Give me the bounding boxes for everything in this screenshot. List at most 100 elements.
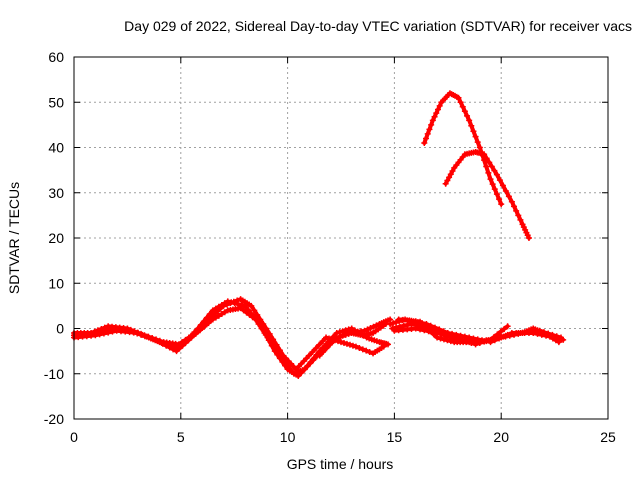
data-point: [498, 201, 505, 208]
plot-frame: [73, 56, 609, 420]
data-point: [127, 326, 134, 333]
data-point: [141, 332, 148, 339]
data-point: [489, 181, 496, 188]
data-point: [333, 334, 340, 341]
data-point: [424, 130, 431, 137]
data-point: [271, 348, 278, 355]
data-point: [434, 334, 441, 341]
data-point: [483, 163, 490, 170]
data-point: [486, 159, 493, 166]
data-point: [251, 307, 258, 314]
data-point: [437, 335, 444, 342]
data-point: [553, 333, 560, 340]
data-point: [525, 235, 532, 241]
y-tick-label: 0: [56, 321, 64, 337]
x-tick-label: 15: [387, 429, 403, 445]
data-point: [493, 171, 500, 178]
data-point: [301, 366, 308, 373]
data-point: [498, 334, 505, 341]
data-point: [515, 212, 522, 219]
data-point: [363, 347, 370, 354]
data-point: [244, 306, 251, 313]
y-tick-label: -10: [44, 366, 64, 382]
data-point: [494, 331, 501, 338]
data-point: [417, 318, 424, 325]
data-point: [502, 333, 509, 340]
data-point: [319, 338, 326, 345]
x-axis-label: GPS time / hours: [286, 456, 394, 472]
data-point: [227, 300, 234, 307]
data-point: [485, 169, 492, 176]
data-point: [265, 337, 272, 344]
data-point: [342, 331, 349, 338]
data-point: [346, 341, 353, 348]
data-point: [145, 333, 152, 340]
data-point: [506, 332, 513, 339]
data-point: [476, 144, 483, 151]
data-point: [230, 298, 237, 305]
data-point: [459, 103, 466, 110]
data-point: [387, 320, 394, 327]
data-point: [457, 99, 464, 106]
y-tick-label: 50: [48, 94, 64, 110]
data-point: [490, 334, 497, 341]
data-point: [323, 345, 330, 352]
data-point: [282, 362, 289, 369]
data-point: [326, 341, 333, 348]
data-point: [131, 328, 138, 335]
data-point: [343, 340, 350, 347]
data-point: [330, 338, 337, 345]
data-point: [515, 330, 522, 337]
data-point: [493, 191, 500, 198]
data-point: [266, 330, 273, 337]
data-point: [491, 167, 498, 174]
data-point: [511, 331, 518, 338]
data-point: [366, 349, 373, 356]
data-point: [359, 346, 366, 353]
data-point: [338, 339, 344, 346]
data-point: [423, 135, 430, 142]
data-point: [444, 337, 451, 344]
data-point: [94, 327, 101, 334]
data-point: [101, 324, 108, 331]
data-point: [257, 316, 264, 323]
data-point: [276, 355, 283, 362]
data-point: [153, 336, 160, 343]
data-point: [431, 113, 438, 120]
data-point: [309, 349, 316, 356]
data-point: [555, 339, 562, 346]
data-point: [179, 339, 186, 346]
data-point: [417, 326, 424, 333]
data-point: [434, 106, 441, 113]
data-point: [428, 121, 435, 128]
data-point: [488, 163, 495, 170]
data-point: [345, 330, 352, 337]
data-point: [234, 297, 241, 304]
data-point: [138, 330, 145, 337]
data-point: [468, 122, 475, 129]
data-point: [497, 328, 504, 335]
series-track-d: [316, 320, 389, 359]
data-point: [260, 320, 267, 327]
series-arc-lower: [442, 149, 532, 241]
data-point: [182, 336, 189, 343]
data-point: [496, 177, 503, 184]
data-point: [310, 357, 317, 364]
axis-ticks: 0 5 10 15 20 25 -20 -10 0 10 20 30 40 50 60: [44, 49, 616, 445]
data-point: [323, 334, 330, 341]
data-point: [88, 330, 95, 337]
y-tick-label: 60: [48, 49, 64, 65]
data-point: [504, 323, 511, 330]
data-point: [276, 347, 283, 354]
data-point: [380, 343, 387, 350]
data-point: [442, 332, 449, 339]
data-point: [270, 336, 277, 343]
data-point: [279, 358, 286, 365]
data-point: [305, 352, 312, 359]
data-point: [320, 349, 327, 356]
data-point: [134, 329, 141, 336]
chart-title: Day 029 of 2022, Sidereal Day-to-day VTE…: [124, 18, 632, 34]
data-point: [273, 341, 280, 348]
data-point: [470, 128, 477, 135]
